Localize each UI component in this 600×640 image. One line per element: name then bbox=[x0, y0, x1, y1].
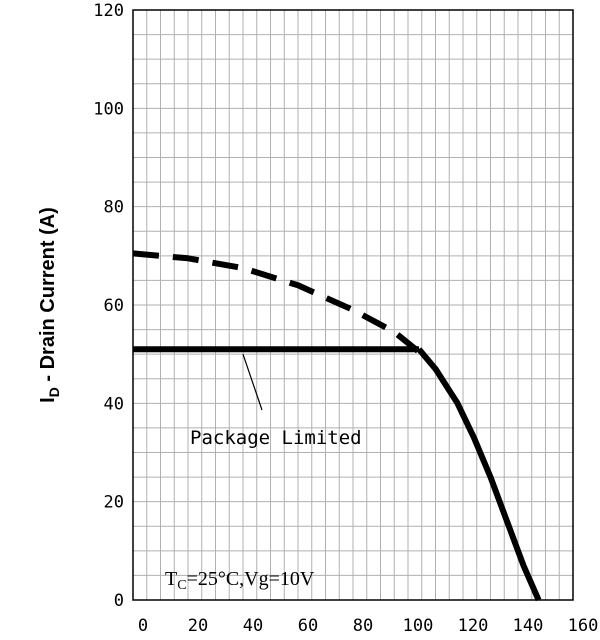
y-axis-label: ID - Drain Current (A) bbox=[37, 207, 62, 403]
y-tick-label: 120 bbox=[93, 1, 124, 21]
x-tick-label: 40 bbox=[243, 616, 263, 636]
x-tick-label: 0 bbox=[138, 616, 148, 636]
y-tick-label: 60 bbox=[104, 296, 124, 316]
x-tick-label: 140 bbox=[513, 616, 544, 636]
chart-series bbox=[132, 250, 542, 602]
x-tick-label: 20 bbox=[188, 616, 208, 636]
test-conditions-label: TC=25°C,Vg=10V bbox=[165, 568, 315, 593]
package-limited-annotation: Package Limited bbox=[190, 427, 362, 449]
x-tick-label: 80 bbox=[353, 616, 373, 636]
y-tick-label: 40 bbox=[104, 394, 124, 414]
chart-grid bbox=[133, 10, 573, 600]
x-tick-label: 120 bbox=[458, 616, 489, 636]
y-tick-label: 80 bbox=[104, 198, 124, 218]
rds-limited-dashed-line bbox=[132, 250, 424, 357]
x-tick-label: 160 bbox=[568, 616, 599, 636]
thermal-derating-line bbox=[416, 347, 542, 602]
x-tick-labels: 0 20 40 60 80 100 120 140 160 bbox=[138, 616, 598, 636]
y-tick-label: 100 bbox=[93, 99, 124, 119]
y-tick-label: 0 bbox=[114, 591, 124, 611]
x-tick-label: 100 bbox=[403, 616, 434, 636]
y-tick-label: 20 bbox=[104, 493, 124, 513]
package-limited-arrow bbox=[242, 353, 263, 411]
plot-frame bbox=[132, 9, 574, 601]
y-tick-labels: 0 20 40 60 80 100 120 bbox=[93, 1, 124, 611]
x-tick-label: 60 bbox=[298, 616, 318, 636]
